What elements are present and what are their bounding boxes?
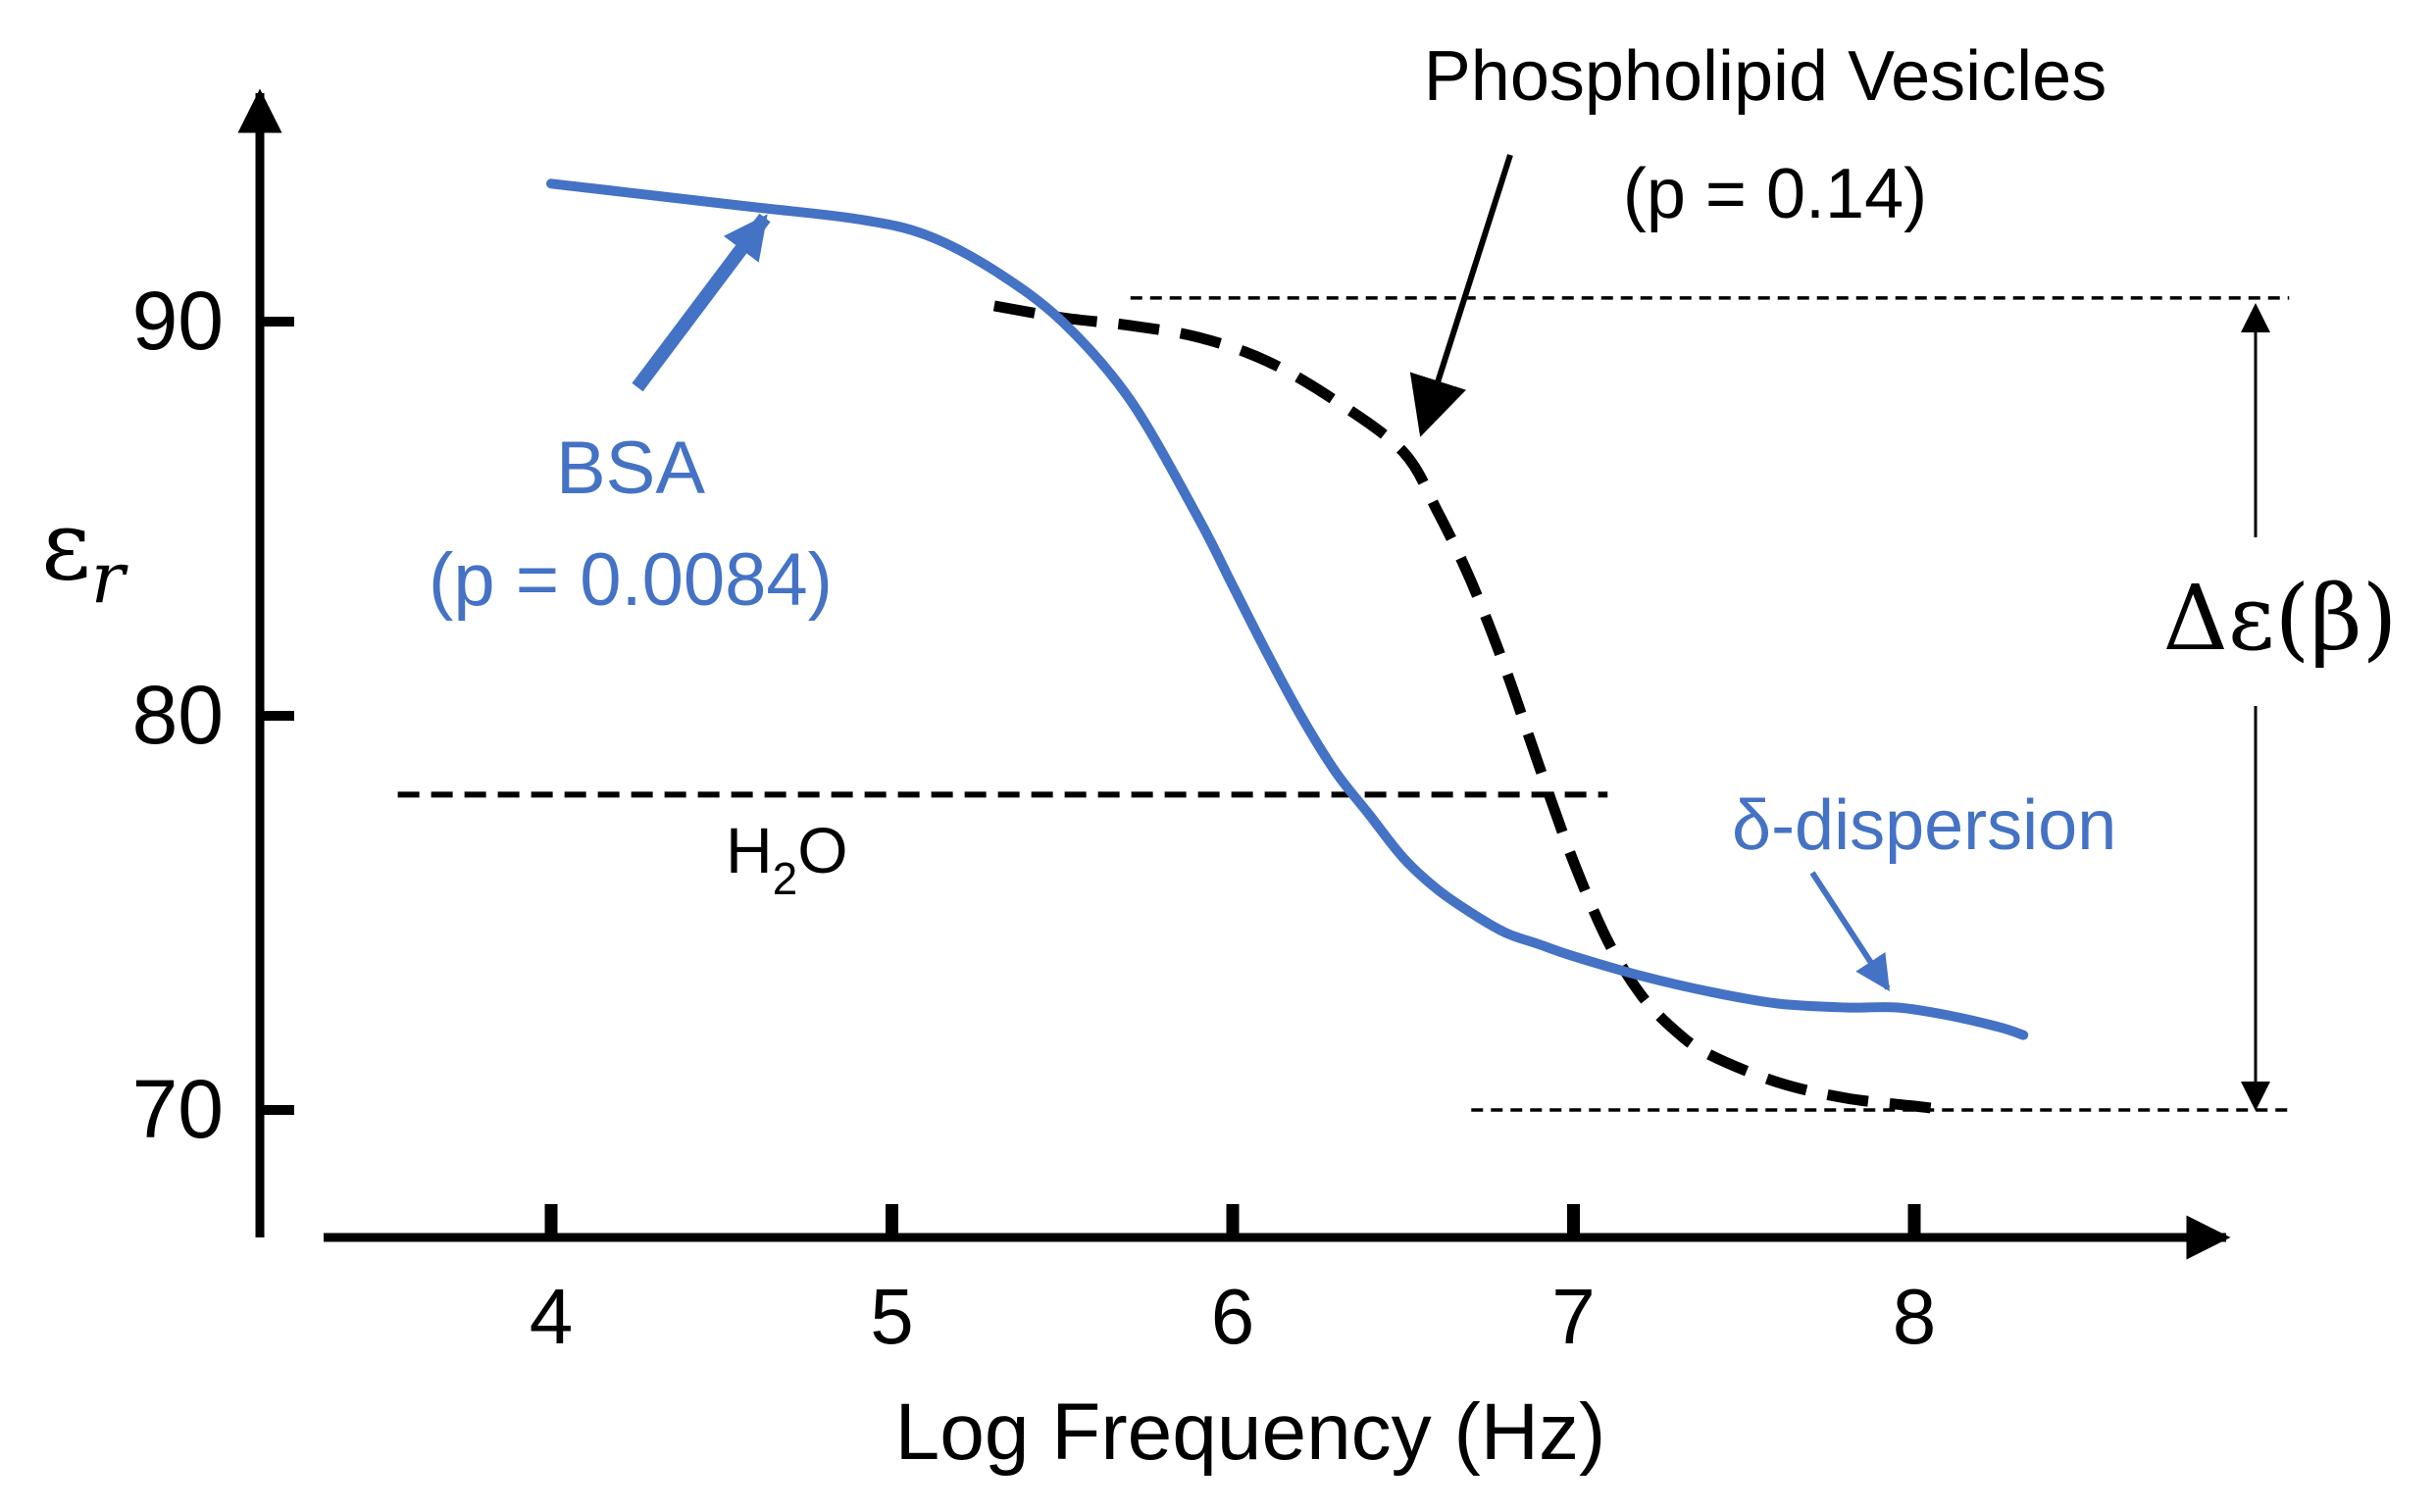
h2o-label-h: H: [726, 814, 773, 886]
pv-p-value: (p = 0.14): [1623, 155, 1927, 233]
x-ticks: 4 5 6 7 8: [530, 1204, 1937, 1360]
series-phospholipid-vesicles-line: [992, 300, 1950, 1116]
y-axis-label-main: ε: [41, 490, 91, 602]
x-tick-label: 5: [870, 1273, 914, 1360]
x-axis-label: Log Frequency (Hz): [895, 1387, 1606, 1477]
y-tick-label: 90: [132, 275, 224, 367]
y-tick-label: 70: [132, 1063, 224, 1155]
h2o-label-2: 2: [773, 853, 798, 904]
annotations: BSA (p = 0.0084) Phospholipid Vesicles (…: [429, 37, 2398, 1111]
y-ticks: 70 80 90: [132, 275, 294, 1155]
series-bsa-line: [546, 178, 2029, 1040]
h2o-label: H2O: [726, 814, 848, 904]
pv-label: Phospholipid Vesicles: [1424, 37, 2106, 116]
axes: [237, 88, 2231, 1260]
pv-arrow: [1409, 154, 1513, 437]
x-tick-label: 8: [1893, 1273, 1937, 1360]
reference-lines: [397, 296, 2290, 1112]
h2o-label-o: O: [797, 814, 847, 886]
y-axis-label-sub: r: [91, 536, 128, 619]
y-axis-label: εr: [41, 490, 128, 619]
delta-dispersion-arrow: [1809, 871, 1891, 992]
bsa-p-value: (p = 0.0084): [429, 538, 833, 622]
bsa-label: BSA: [556, 427, 705, 510]
x-tick-label: 6: [1211, 1273, 1255, 1360]
x-tick-label: 4: [530, 1273, 574, 1360]
delta-dispersion-label: δ-dispersion: [1732, 786, 2116, 865]
bsa-arrow: [632, 213, 771, 392]
y-tick-label: 80: [132, 669, 224, 761]
series-layer: [546, 178, 2029, 1116]
delta-eps-label: Δε(β): [2162, 566, 2397, 671]
x-tick-label: 7: [1551, 1273, 1596, 1360]
